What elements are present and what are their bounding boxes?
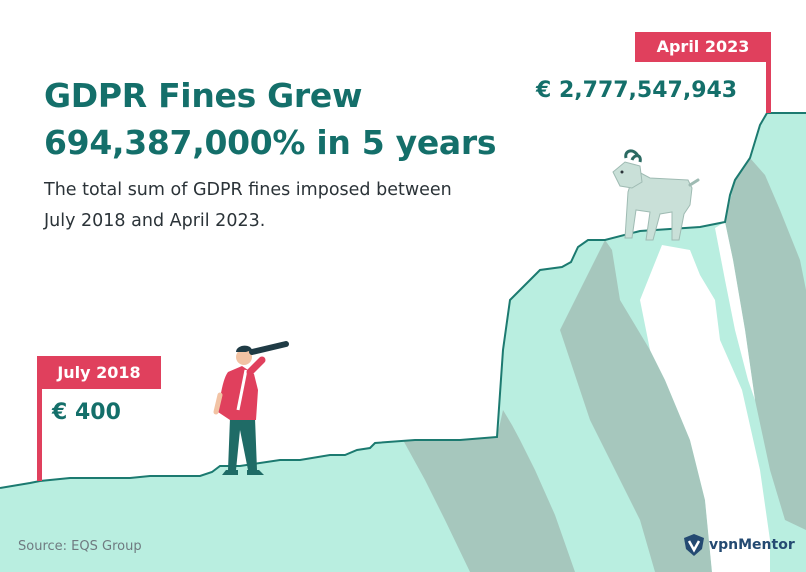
page-subtitle: The total sum of GDPR fines imposed betw…: [44, 180, 452, 231]
goat-figure: [612, 149, 700, 241]
cliff-shadow-left: [403, 410, 575, 572]
start-flag-label: July 2018: [37, 356, 161, 389]
start-flag-pole: [37, 356, 42, 481]
shield-logo-icon: [684, 534, 704, 556]
brand-logo: vpnMentor: [683, 533, 795, 557]
ground-outline: [0, 112, 806, 489]
end-flag-pole: [766, 32, 771, 113]
ground-left-terrain: [0, 410, 503, 572]
brand-name: vpnMentor: [709, 537, 795, 553]
start-amount: € 400: [52, 400, 121, 425]
cliff-shadow-right: [725, 158, 806, 530]
end-amount: € 2,777,547,943: [536, 78, 738, 103]
page-title: GDPR Fines Grew 694,387,000% in 5 years: [44, 72, 497, 166]
title-line-1: GDPR Fines Grew: [44, 76, 363, 115]
end-flag-label: April 2023: [635, 32, 771, 62]
hiker-figure: [213, 341, 289, 475]
title-line-2: 694,387,000% in 5 years: [44, 123, 497, 162]
source-note: Source: EQS Group: [18, 539, 142, 554]
cliff-crevice-right: [715, 222, 755, 400]
cliff-shadow-middle: [560, 240, 712, 572]
cliff-crevice: [640, 245, 770, 572]
